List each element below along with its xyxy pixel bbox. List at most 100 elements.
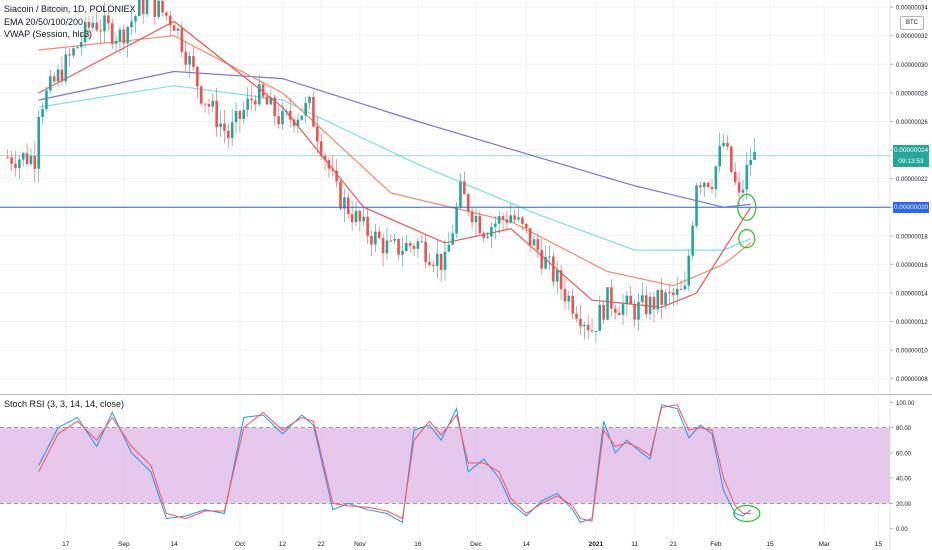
candle-body bbox=[126, 27, 129, 44]
vwap-legend[interactable]: VWAP (Session, hlc3) bbox=[4, 29, 93, 39]
candle-body bbox=[165, 12, 168, 16]
candle-body bbox=[412, 245, 416, 249]
price-tick-label: 0.00000008 bbox=[896, 377, 928, 383]
candle-body bbox=[285, 110, 288, 112]
candle-body bbox=[281, 110, 284, 125]
symbol-title[interactable]: Siacoin / Bitcoin, 1D, POLONIEX bbox=[4, 4, 136, 14]
time-tick-label: 22 bbox=[318, 541, 326, 548]
candle-body bbox=[273, 97, 277, 117]
candle-body bbox=[702, 182, 706, 188]
price-tick-label: 0.00000012 bbox=[896, 320, 928, 326]
candle-body bbox=[579, 318, 582, 327]
price-tick-label: 0.00000032 bbox=[896, 34, 928, 40]
time-tick-label: Oct bbox=[235, 541, 245, 548]
candle-body bbox=[265, 96, 269, 105]
candle-body bbox=[134, 16, 137, 22]
price-tick-label: 0.00000030 bbox=[896, 63, 928, 69]
candle-body bbox=[308, 96, 311, 104]
candle-body bbox=[211, 100, 215, 107]
candle-body bbox=[617, 312, 621, 315]
candle-body bbox=[447, 244, 451, 252]
candle-body bbox=[455, 207, 458, 234]
time-tick-label: 14 bbox=[171, 541, 179, 548]
countdown-tag: 09:13:53 bbox=[893, 155, 929, 167]
candle-body bbox=[722, 142, 725, 147]
candle-body bbox=[602, 304, 605, 320]
candle-body bbox=[509, 215, 513, 223]
candle-body bbox=[14, 163, 17, 169]
candle-body bbox=[33, 155, 37, 169]
candle-body bbox=[490, 226, 493, 237]
rsi-tick-label: 20.00 bbox=[896, 502, 912, 508]
candle-body bbox=[64, 54, 68, 82]
time-tick-label: Mar bbox=[819, 541, 831, 548]
candle-body bbox=[331, 168, 335, 171]
candle-body bbox=[567, 295, 571, 302]
candle-body bbox=[733, 171, 737, 183]
candle-body bbox=[304, 103, 307, 116]
candle-body bbox=[435, 253, 439, 266]
candle-body bbox=[41, 109, 44, 117]
stoch-rsi-legend[interactable]: Stoch RSI (3, 3, 14, 14, close) bbox=[4, 399, 125, 409]
price-tick-label: 0.00000010 bbox=[896, 349, 928, 355]
rsi-tick-label: 100.00 bbox=[896, 401, 915, 407]
candle-body bbox=[528, 228, 532, 246]
candle-body bbox=[79, 42, 83, 48]
rsi-tick-label: 80.00 bbox=[896, 426, 912, 432]
annotation-circle bbox=[733, 504, 761, 523]
candle-body bbox=[29, 155, 33, 165]
candle-body bbox=[192, 56, 195, 67]
currency-badge[interactable]: BTC bbox=[900, 16, 924, 30]
candle-body bbox=[672, 292, 675, 295]
candle-body bbox=[648, 296, 652, 315]
candle-body bbox=[598, 304, 602, 331]
candle-body bbox=[737, 182, 741, 193]
candle-body bbox=[629, 295, 633, 305]
candle-body bbox=[60, 69, 64, 82]
candle-body bbox=[215, 100, 218, 128]
candle-body bbox=[95, 22, 99, 31]
time-tick-label: 15 bbox=[875, 541, 883, 548]
ema-legend[interactable]: EMA 20/50/100/200 bbox=[4, 17, 84, 27]
candle-body bbox=[540, 250, 544, 269]
candle-body bbox=[118, 29, 122, 42]
price-tick-label: 0.00000022 bbox=[896, 177, 928, 183]
candle-body bbox=[428, 261, 431, 265]
candle-body bbox=[710, 186, 714, 190]
candle-body bbox=[319, 141, 323, 157]
candle-body bbox=[180, 28, 184, 52]
candle-body bbox=[362, 216, 366, 222]
candle-body bbox=[486, 236, 489, 238]
candle-body bbox=[68, 54, 71, 56]
candle-body bbox=[103, 15, 106, 32]
candle-body bbox=[223, 123, 226, 131]
candle-body bbox=[323, 156, 327, 161]
candles-group bbox=[6, 0, 756, 343]
candle-body bbox=[370, 235, 373, 245]
candle-body bbox=[45, 90, 48, 110]
candle-body bbox=[524, 223, 528, 229]
candle-body bbox=[242, 109, 246, 119]
candle-body bbox=[87, 21, 91, 28]
candle-body bbox=[145, 0, 149, 14]
candle-body bbox=[718, 146, 722, 167]
candle-body bbox=[254, 100, 257, 105]
time-tick-label: 12 bbox=[279, 541, 287, 548]
ema100-line bbox=[38, 85, 751, 251]
candle-body bbox=[76, 47, 79, 49]
candle-body bbox=[594, 330, 598, 332]
ema50-line bbox=[38, 35, 752, 287]
price-tick-label: 0.00000028 bbox=[896, 91, 928, 97]
candle-body bbox=[644, 295, 648, 315]
candle-body bbox=[316, 126, 319, 142]
candle-body bbox=[176, 28, 180, 31]
candle-body bbox=[269, 97, 273, 105]
candle-body bbox=[559, 270, 563, 290]
time-tick-label: 14 bbox=[523, 541, 531, 548]
candle-body bbox=[56, 69, 60, 82]
current-price-tag: 0.00000024 bbox=[893, 144, 929, 156]
candle-body bbox=[343, 197, 346, 209]
candle-body bbox=[571, 295, 574, 314]
candle-body bbox=[401, 250, 404, 255]
